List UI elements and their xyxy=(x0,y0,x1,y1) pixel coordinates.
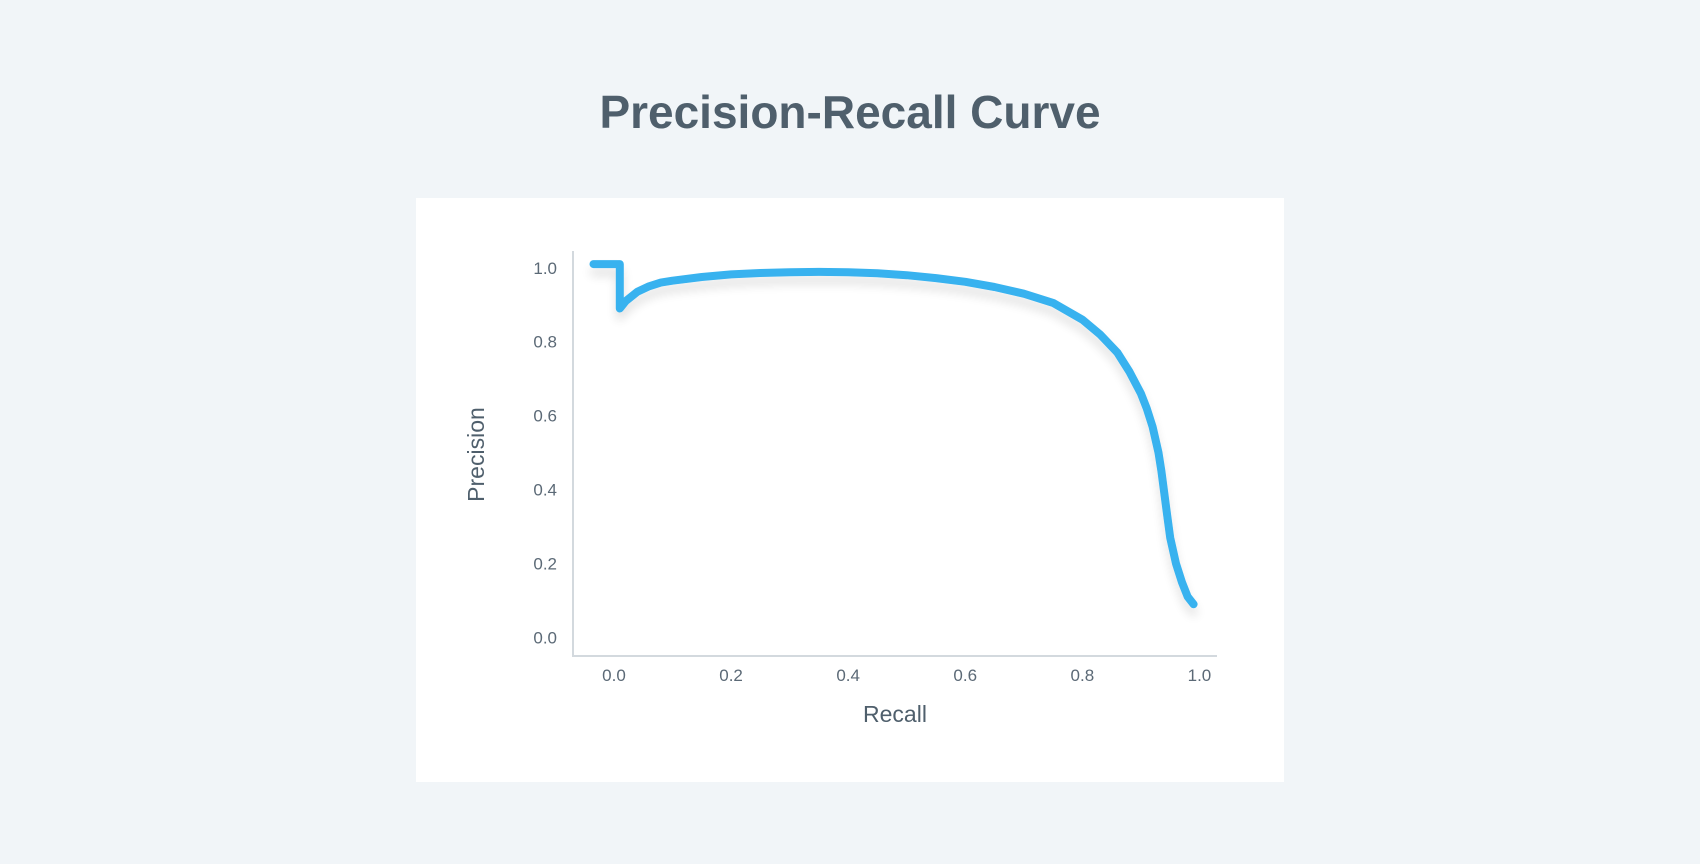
y-axis-label: Precision xyxy=(463,407,489,502)
y-tick-label: 0.4 xyxy=(533,481,557,500)
x-tick-label: 0.6 xyxy=(953,666,977,685)
y-tick-label: 0.6 xyxy=(533,407,557,426)
y-tick-label: 0.8 xyxy=(533,333,557,352)
x-axis-label: Recall xyxy=(863,701,927,727)
x-tick-label: 0.8 xyxy=(1071,666,1095,685)
x-tick-label: 0.4 xyxy=(836,666,860,685)
plot-area: 0.0 0.2 0.4 0.6 0.8 1.0 0.0 0.2 0.4 0.6 0.8 1.0 Reca… xyxy=(463,251,1217,727)
x-tick-label: 0.2 xyxy=(719,666,743,685)
y-tick-label: 1.0 xyxy=(533,259,557,278)
chart-card: 0.0 0.2 0.4 0.6 0.8 1.0 0.0 0.2 0.4 0.6 0.8 1.0 Reca… xyxy=(416,198,1284,782)
y-tick-label: 0.2 xyxy=(533,555,557,574)
pr-curve-line xyxy=(589,260,1198,609)
chart-title: Precision-Recall Curve xyxy=(599,86,1101,138)
x-tick-label: 1.0 xyxy=(1188,666,1212,685)
y-tick-label: 0.0 xyxy=(533,629,557,648)
x-tick-label: 0.0 xyxy=(602,666,626,685)
